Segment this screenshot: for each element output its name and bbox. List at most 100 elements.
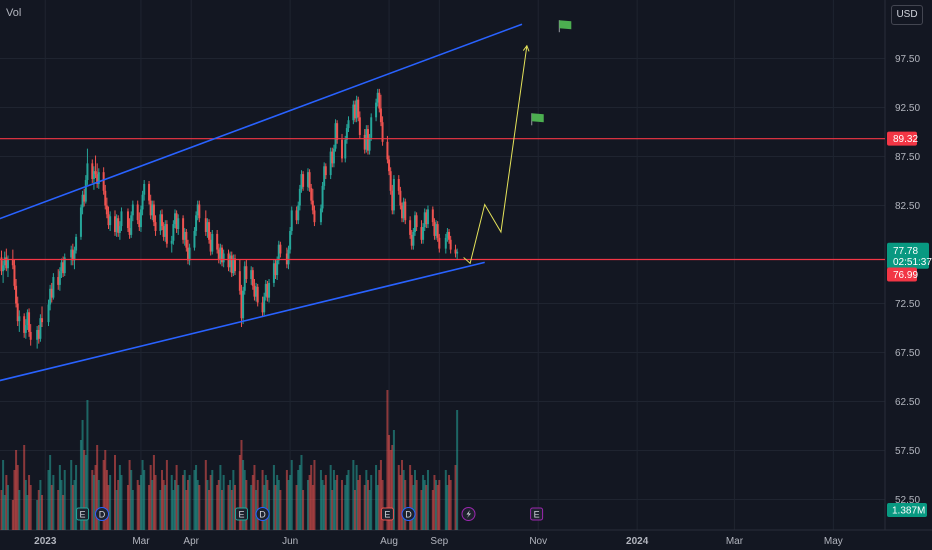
candle-body [18, 316, 21, 322]
volume-bar [81, 420, 84, 530]
time-tick-label: Aug [380, 536, 398, 547]
candle-body [365, 129, 368, 150]
time-axis: 2023 Mar Apr Jun Aug Sep Nov 2024 Mar May [34, 536, 843, 547]
candle-body [227, 253, 230, 268]
volume-bar [107, 485, 110, 530]
candle-body [143, 183, 146, 195]
candle-body [2, 265, 5, 272]
volume-bar [193, 470, 196, 530]
volume-bar [16, 465, 19, 530]
candle-body [331, 151, 334, 164]
currency-button[interactable]: USD [891, 5, 923, 25]
candle-body [91, 163, 94, 180]
volume-bar [131, 490, 134, 530]
candle-body [151, 204, 154, 216]
volume-bar [378, 470, 381, 530]
candle-body [185, 231, 188, 248]
volume-bar [148, 485, 151, 530]
candle-body [355, 99, 358, 119]
candle-body [173, 213, 176, 225]
candle-body [47, 304, 50, 323]
dividend-marker-label: D [259, 510, 266, 520]
volume-bar [41, 495, 44, 530]
candle-body [386, 141, 389, 160]
candle-body [297, 205, 300, 221]
flag-icon [531, 113, 544, 123]
volume-bar [118, 465, 121, 530]
candle-body [410, 234, 413, 246]
volume-bar [444, 470, 447, 530]
volume-bar [423, 480, 426, 530]
volume-bar [97, 480, 100, 530]
time-tick-label: Jun [282, 536, 298, 547]
candle-body [3, 257, 6, 266]
volume-indicator-label[interactable]: Vol [6, 7, 22, 19]
volume-bar [96, 445, 99, 530]
volume-bar [321, 480, 324, 530]
candle-body [268, 282, 271, 298]
volume-bars [0, 390, 459, 530]
price-label-support [887, 267, 917, 282]
candle-body [238, 271, 241, 291]
volume-bar [60, 480, 63, 530]
volume-bar [47, 470, 50, 530]
volume-bar [208, 490, 211, 530]
volume-bar [221, 490, 224, 530]
volume-bar [39, 480, 42, 530]
candle-body [308, 172, 311, 188]
volume-bar [256, 480, 259, 530]
candle-body [256, 286, 259, 303]
volume-bar [162, 480, 165, 530]
volume-bar [261, 470, 264, 530]
candle-body [329, 151, 332, 176]
volume-bar [240, 440, 243, 530]
candle-body [357, 99, 360, 118]
candle-body [243, 266, 246, 291]
candle-body [70, 249, 73, 258]
volume-bar [52, 475, 55, 530]
volume-bar [71, 485, 74, 530]
candle-body [83, 194, 86, 202]
volume-bar [386, 390, 389, 530]
candle-body [15, 285, 18, 304]
candle-body [392, 179, 395, 211]
volume-bar [279, 490, 282, 530]
volume-bar [84, 455, 87, 530]
volume-bar [329, 465, 332, 530]
volume-bar [159, 490, 162, 530]
volume-bar [446, 485, 449, 530]
volume-bar [58, 465, 61, 530]
volume-bar [243, 470, 246, 530]
candle-body [306, 172, 309, 187]
candle-body [172, 224, 175, 241]
volume-bar [332, 470, 335, 530]
volume-bar [233, 485, 236, 530]
candle-body [136, 204, 139, 221]
candle-body [229, 255, 232, 268]
volume-bar [357, 480, 360, 530]
candle-body [242, 290, 245, 319]
volume-bar [170, 475, 173, 530]
volume-bar [209, 475, 212, 530]
candle-body [183, 231, 186, 240]
channel-lower-line [0, 261, 485, 382]
volume-bar [36, 500, 39, 530]
volume-bar [23, 445, 26, 530]
volume-bar [57, 490, 60, 530]
volume-bar [128, 460, 131, 530]
price-tick-label: 62.50 [895, 397, 920, 408]
candle-body [438, 237, 441, 249]
candle-body [193, 230, 196, 248]
volume-bar [313, 460, 316, 530]
candle-body [208, 222, 211, 240]
candle-body [49, 288, 52, 305]
volume-bar [3, 495, 6, 530]
volume-bar [323, 485, 326, 530]
volume-bar [136, 480, 139, 530]
candle-body [323, 166, 326, 186]
candle-body [399, 190, 402, 206]
candle-body [264, 283, 267, 297]
candle-body [113, 216, 116, 232]
volume-bar [274, 485, 277, 530]
